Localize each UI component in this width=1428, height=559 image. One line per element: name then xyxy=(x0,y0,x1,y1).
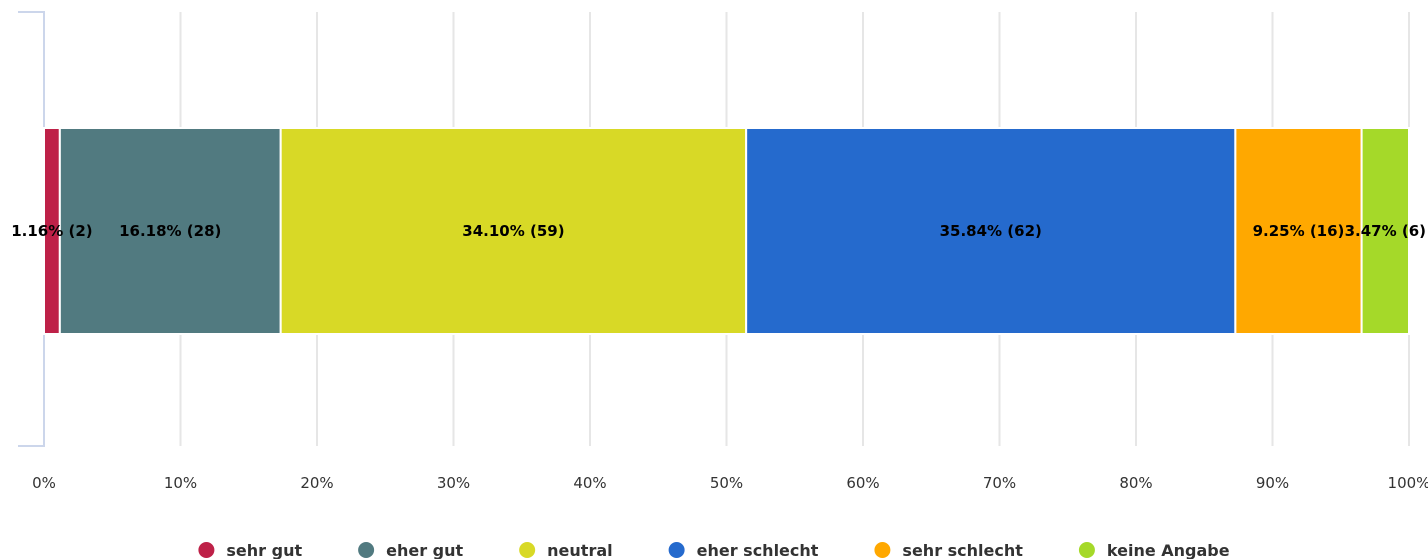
legend-marker xyxy=(874,542,891,558)
legend-marker xyxy=(668,542,685,558)
data-label: 34.10% (59) xyxy=(462,222,564,240)
x-tick-label: 30% xyxy=(437,474,470,492)
legend-item[interactable]: keine Angabe xyxy=(1078,541,1230,559)
legend-marker xyxy=(1078,542,1095,558)
legend-marker xyxy=(519,542,536,558)
data-label: 35.84% (62) xyxy=(940,222,1042,240)
legend-label: neutral xyxy=(547,541,612,559)
data-label: 3.47% (6) xyxy=(1345,222,1426,240)
legend-label: keine Angabe xyxy=(1107,541,1230,559)
legend-marker xyxy=(198,542,215,558)
x-tick-label: 100% xyxy=(1388,474,1428,492)
data-labels: 1.16% (2) 16.18% (28) 34.10% (59) 35.84% (6… xyxy=(11,222,1426,240)
legend-item[interactable]: eher gut xyxy=(358,541,464,559)
data-label: 9.25% (16) xyxy=(1253,222,1345,240)
x-tick-label: 70% xyxy=(983,474,1016,492)
legend-item[interactable]: eher schlecht xyxy=(668,541,819,559)
legend-label: eher gut xyxy=(386,541,463,559)
legend-label: eher schlecht xyxy=(697,541,819,559)
legend-label: sehr gut xyxy=(226,541,302,559)
data-label: 1.16% (2) xyxy=(11,222,92,240)
x-tick-label: 40% xyxy=(573,474,606,492)
x-tick-label: 0% xyxy=(32,474,56,492)
x-tick-label: 90% xyxy=(1256,474,1289,492)
legend-marker xyxy=(358,542,375,558)
x-axis-tick-labels: 0% 10% 20% 30% 40% 50% 60% 70% 80% 90% 100% xyxy=(32,474,1428,492)
x-tick-label: 10% xyxy=(164,474,197,492)
legend[interactable]: sehr gut eher gut neutral eher schlecht sehr… xyxy=(198,541,1230,559)
bar-segment-eher-schlecht[interactable] xyxy=(745,127,1237,335)
legend-item[interactable]: neutral xyxy=(519,541,613,559)
data-label: 16.18% (28) xyxy=(119,222,221,240)
bar-segments xyxy=(43,127,1411,335)
x-tick-label: 80% xyxy=(1119,474,1152,492)
x-tick-label: 50% xyxy=(710,474,743,492)
x-tick-label: 60% xyxy=(846,474,879,492)
legend-item[interactable]: sehr schlecht xyxy=(874,541,1023,559)
bar-segment-keine-Angabe[interactable] xyxy=(1360,127,1411,335)
legend-item[interactable]: sehr gut xyxy=(198,541,302,559)
legend-label: sehr schlecht xyxy=(902,541,1023,559)
x-tick-label: 20% xyxy=(300,474,333,492)
